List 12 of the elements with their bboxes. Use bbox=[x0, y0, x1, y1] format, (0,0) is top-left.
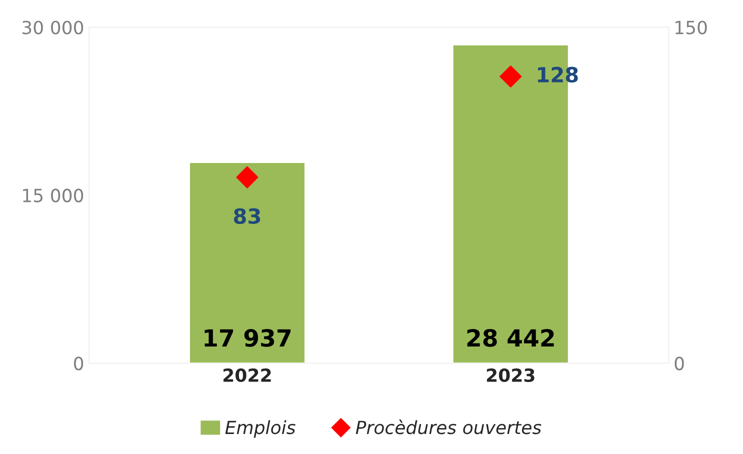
data-label: 83 bbox=[234, 208, 260, 224]
data-label: 17 937 bbox=[204, 329, 291, 347]
legend-label: Procèdures ouvertes bbox=[356, 420, 542, 434]
x-tick-label: 2022 bbox=[224, 368, 271, 382]
data-label: 28 442 bbox=[467, 329, 554, 347]
y2-tick-label: 0 bbox=[674, 356, 684, 370]
y-tick-label: 0 bbox=[74, 356, 84, 370]
legend-label: Emplois bbox=[225, 420, 296, 438]
y-tick-label: 15 000 bbox=[23, 188, 84, 202]
y-tick-label: 30 000 bbox=[22, 20, 84, 34]
x-tick-label: 2023 bbox=[486, 368, 534, 382]
y2-tick-label: 150 bbox=[676, 20, 707, 34]
